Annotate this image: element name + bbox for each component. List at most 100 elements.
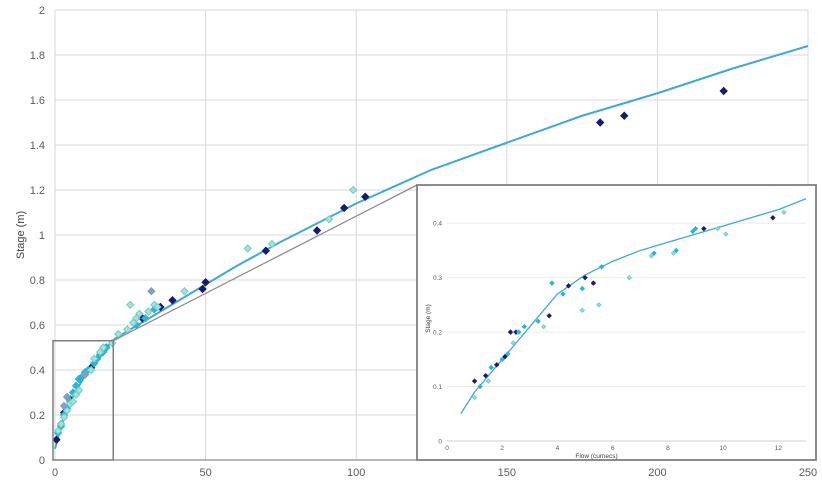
inset-data-point-light (540, 323, 547, 330)
data-point-dark (52, 435, 61, 444)
y-tick-label: 1.2 (30, 185, 45, 197)
y-axis-label: Stage (m) (15, 211, 27, 259)
data-point-steel (147, 287, 156, 296)
inset-data-point-dark (482, 372, 489, 379)
inset-data-point-mid (651, 250, 657, 256)
data-point-light (144, 307, 153, 316)
y-tick-label: 1 (39, 230, 45, 242)
inset-data-point-light (714, 225, 721, 232)
x-tick-label: 0 (52, 467, 58, 479)
x-tick-label: 100 (347, 467, 365, 479)
data-point-light (267, 239, 277, 249)
data-point-dark (312, 226, 322, 235)
inset-x-tick-label: 6 (611, 445, 615, 452)
data-point-dark (198, 284, 207, 294)
inset-x-tick-label: 0 (445, 445, 449, 452)
data-point-dark (620, 111, 629, 120)
data-point-dark (339, 203, 349, 213)
inset-data-point-light (485, 378, 492, 384)
inset-data-point-mid (535, 318, 541, 324)
data-point-steel (62, 392, 72, 402)
inset-x-tick-label: 2 (500, 445, 504, 452)
inset-data-point-dark (502, 353, 508, 360)
inset-data-point-mid (560, 291, 566, 297)
data-point-steel (80, 370, 90, 379)
inset-data-point-dark (494, 362, 500, 368)
data-point-light (86, 365, 96, 375)
inset-data-point-mid (477, 383, 483, 390)
inset-data-point-light (648, 253, 655, 259)
y-tick-label: 0 (39, 455, 45, 467)
data-point-light (59, 413, 69, 422)
inset-data-point-mid (521, 323, 528, 330)
inset-data-point-mid (499, 356, 505, 363)
data-point-dark (168, 296, 177, 305)
inset-data-point-dark (582, 274, 588, 281)
inset-y-tick-label: 0.1 (433, 384, 442, 391)
data-point-dark (261, 246, 271, 255)
data-point-dark (595, 118, 605, 127)
x-tick-label: 150 (498, 467, 516, 479)
inset-data-point-light (723, 231, 729, 237)
data-point-dark (201, 278, 210, 287)
inset-data-point-mid (549, 280, 555, 286)
inset-data-point-dark (770, 215, 776, 221)
inset-data-point-mid (516, 329, 522, 335)
x-tick-label: 250 (799, 467, 817, 479)
y-tick-label: 1.4 (30, 140, 45, 152)
data-point-light (243, 244, 252, 253)
inset-y-tick-label: 0.2 (433, 330, 442, 337)
inset-x-tick-label: 8 (666, 445, 670, 452)
inset-data-point-light (471, 394, 478, 401)
inset-data-point-mid (673, 247, 679, 254)
inset-data-point-mid (488, 364, 494, 371)
inset-data-point-light (626, 274, 632, 281)
inset-data-point-mid (598, 264, 605, 270)
inset-panel (416, 184, 817, 461)
inset-data-point-dark (507, 329, 514, 335)
y-tick-label: 0.8 (30, 275, 45, 287)
inset-data-point-mid (690, 228, 696, 235)
inset-y-tick-label: 0.3 (433, 275, 442, 282)
inset-data-point-mid (579, 285, 586, 292)
inset-y-tick-label: 0.4 (433, 221, 442, 228)
data-point-light (89, 354, 99, 363)
y-tick-label: 0.4 (30, 365, 45, 377)
data-point-light (180, 287, 189, 296)
inset-data-point-dark (701, 225, 707, 232)
data-point-light (348, 185, 358, 195)
inset-data-point-light (510, 340, 516, 346)
y-tick-label: 0.2 (30, 410, 45, 422)
data-point-light (68, 397, 78, 406)
inset-x-tick-label: 12 (775, 445, 783, 452)
data-point-light (56, 419, 66, 429)
data-point-dark (719, 86, 728, 96)
inset-x-tick-label: 4 (556, 445, 560, 452)
inset-data-point-light (781, 209, 787, 216)
data-point-light (324, 215, 334, 224)
data-point-light (53, 426, 63, 435)
zoom-connector-line (112, 184, 418, 342)
inset-data-point-light (596, 302, 602, 308)
y-tick-label: 0.6 (30, 320, 45, 332)
data-point-mid (141, 314, 150, 323)
data-point-light (126, 300, 135, 309)
data-point-dark (361, 192, 370, 201)
inset-data-point-dark (590, 280, 597, 286)
inset-data-point-light (670, 250, 677, 256)
inset-data-point-mid (692, 225, 699, 232)
data-point-light (74, 386, 84, 395)
x-tick-label: 200 (648, 467, 666, 479)
inset-data-point-mid (505, 351, 511, 357)
data-point-light (135, 309, 144, 318)
data-point-light (98, 343, 108, 352)
x-tick-label: 50 (199, 467, 211, 479)
inset-data-point-dark (546, 313, 552, 319)
zoom-region-box (52, 340, 114, 461)
inset-y-axis-label: Stage (m) (425, 304, 432, 333)
data-point-steel (59, 401, 69, 411)
data-point-light (153, 302, 162, 312)
inset-y-tick-label: 0 (438, 439, 442, 446)
